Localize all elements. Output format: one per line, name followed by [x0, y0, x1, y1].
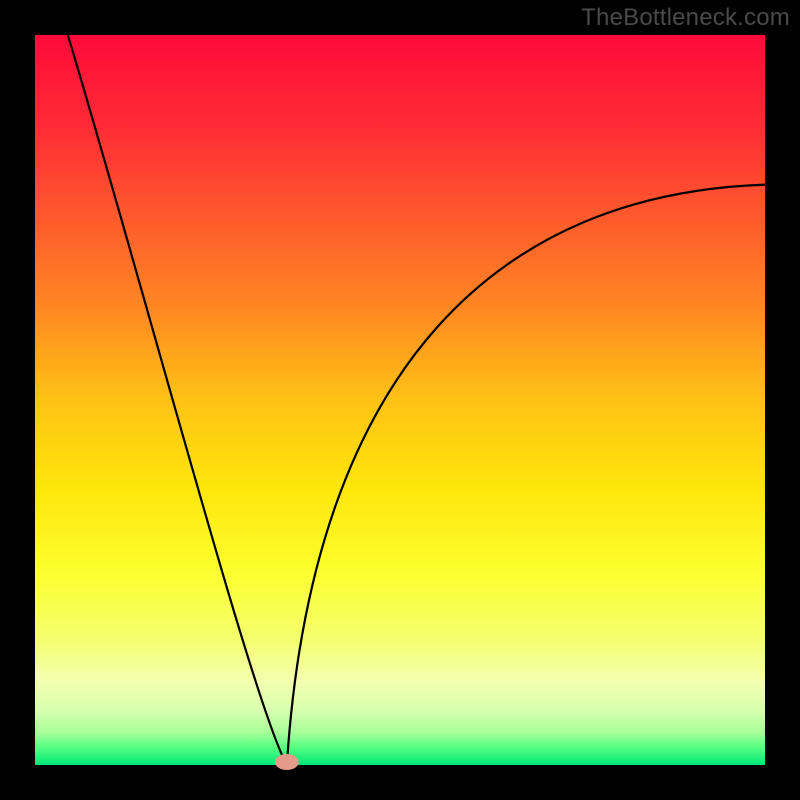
watermark-label: TheBottleneck.com: [581, 4, 790, 32]
bottleneck-chart: [0, 0, 800, 800]
optimal-point-marker: [275, 754, 299, 770]
chart-gradient-bg: [35, 35, 765, 765]
